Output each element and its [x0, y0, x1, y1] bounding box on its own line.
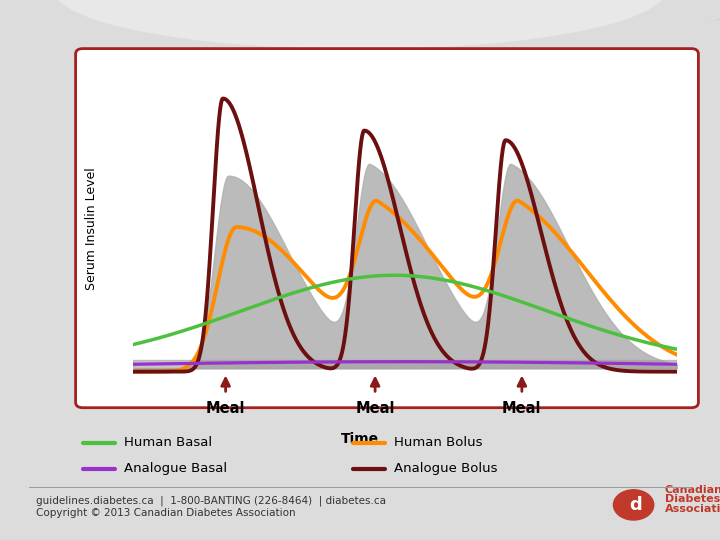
Text: guidelines.diabetes.ca  |  1-800-BANTING (226-8464)  | diabetes.ca: guidelines.diabetes.ca | 1-800-BANTING (…: [36, 496, 386, 507]
Circle shape: [613, 490, 654, 520]
Text: Analogue Basal: Analogue Basal: [124, 462, 227, 475]
Text: Serum Insulin Level: Serum Insulin Level: [85, 167, 98, 289]
Text: Canadian: Canadian: [665, 485, 720, 495]
Ellipse shape: [144, 0, 720, 49]
Ellipse shape: [292, 0, 720, 38]
Text: Human Bolus: Human Bolus: [394, 436, 482, 449]
Text: Analogue Bolus: Analogue Bolus: [394, 462, 498, 475]
Ellipse shape: [54, 0, 666, 49]
Text: Meal: Meal: [356, 401, 395, 416]
Bar: [133, 360, 677, 368]
Text: d: d: [629, 496, 642, 514]
Text: Diabetes: Diabetes: [665, 495, 720, 504]
Text: Human Basal: Human Basal: [124, 436, 212, 449]
Text: Association: Association: [665, 504, 720, 514]
Text: Time: Time: [341, 432, 379, 446]
FancyBboxPatch shape: [76, 49, 698, 408]
Text: Copyright © 2013 Canadian Diabetes Association: Copyright © 2013 Canadian Diabetes Assoc…: [36, 508, 296, 518]
Text: Meal: Meal: [206, 401, 246, 416]
Text: Meal: Meal: [502, 401, 541, 416]
